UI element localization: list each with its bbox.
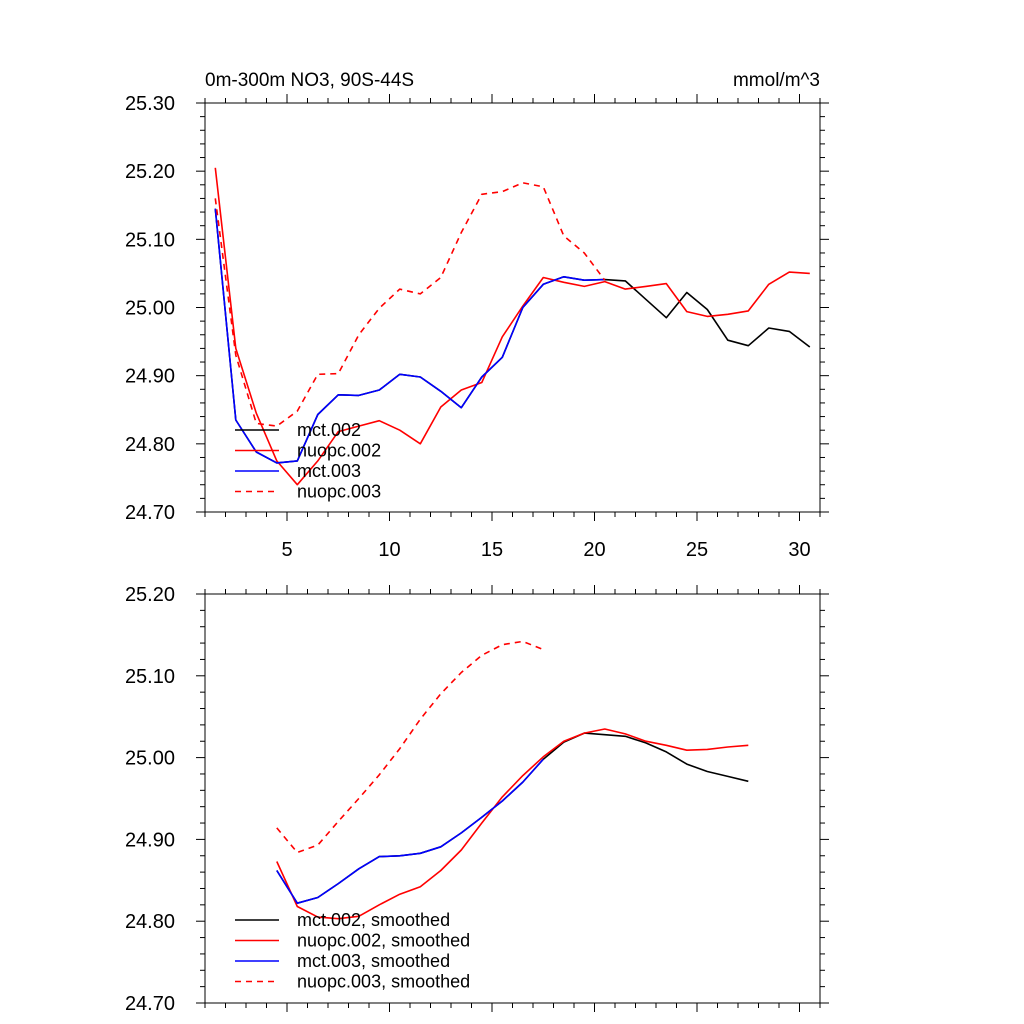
x-tick-label: 25 xyxy=(686,539,708,561)
x-tick-label: 15 xyxy=(481,539,503,561)
legend-label: nuopc.003, smoothed xyxy=(297,972,470,992)
y-tick-label: 24.90 xyxy=(125,366,175,388)
series-line-nuopc-002-smoothed xyxy=(276,728,749,920)
units-label: mmol/m^3 xyxy=(733,70,820,91)
y-tick-label: 25.20 xyxy=(125,584,175,606)
legend-label: nuopc.003 xyxy=(297,482,381,502)
x-tick-label: 10 xyxy=(378,539,400,561)
legend-label: mct.003 xyxy=(297,461,361,481)
top-panel: 24.70 24.80 24.90 25.00 25.10 25.20 25.30 5 10 15… xyxy=(125,70,829,561)
legend-label: mct.003, smoothed xyxy=(297,951,450,971)
y-tick-label: 25.10 xyxy=(125,666,175,688)
legend-label: mct.002, smoothed xyxy=(297,910,450,930)
y-tick-label: 25.20 xyxy=(125,161,175,183)
y-tick-label: 24.90 xyxy=(125,829,175,851)
series-line-nuopc-002 xyxy=(214,167,810,486)
y-tick-label: 24.70 xyxy=(125,502,175,524)
x-tick-label: 5 xyxy=(281,539,292,561)
bottom-panel: 24.70 24.80 24.90 25.00 25.10 25.20 mct.002, s… xyxy=(125,584,829,1015)
chart-title: 0m-300m NO3, 90S-44S xyxy=(205,70,414,91)
series-line-nuopc-003-smoothed xyxy=(276,640,544,854)
y-tick-label: 25.00 xyxy=(125,298,175,320)
x-tick-label: 30 xyxy=(788,539,810,561)
legend-label: mct.002 xyxy=(297,420,361,440)
y-tick-label: 25.10 xyxy=(125,229,175,251)
series-line-mct-003 xyxy=(214,208,605,464)
series-line-nuopc-003 xyxy=(214,182,606,427)
y-tick-label: 25.00 xyxy=(125,748,175,770)
y-tick-label: 24.80 xyxy=(125,434,175,456)
y-tick-label: 24.70 xyxy=(125,993,175,1015)
y-tick-label: 24.80 xyxy=(125,911,175,933)
x-tick-label: 20 xyxy=(583,539,605,561)
legend-label: nuopc.002 xyxy=(297,441,381,461)
series-line-mct-003-smoothed xyxy=(276,758,544,905)
y-tick-label: 25.30 xyxy=(125,93,175,115)
legend-label: nuopc.002, smoothed xyxy=(297,931,470,951)
